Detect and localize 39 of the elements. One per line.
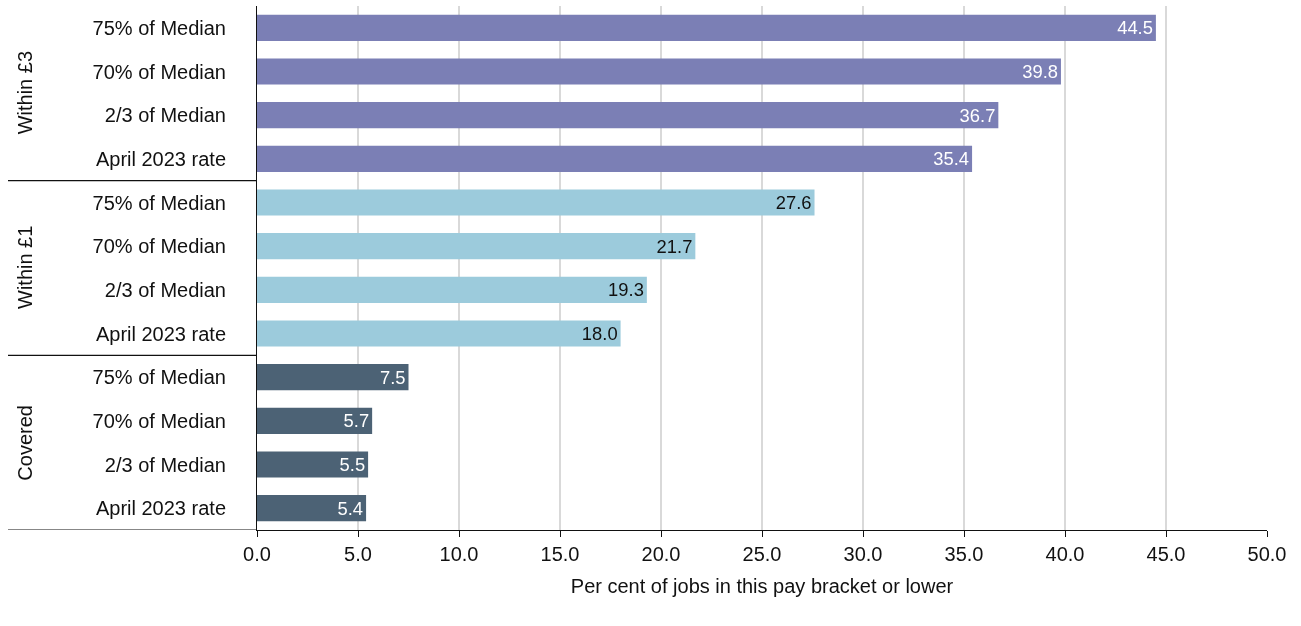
y-tick-label: 70% of Median — [92, 409, 226, 432]
data-label: 27.6 — [775, 191, 812, 213]
x-tick-label: 30.0 — [843, 543, 883, 565]
data-label: 7.5 — [379, 366, 406, 388]
x-tick-label: 20.0 — [641, 543, 681, 565]
y-tick-label: April 2023 rate — [95, 322, 226, 345]
data-label: 35.4 — [933, 148, 970, 170]
x-tick-label: 10.0 — [439, 543, 479, 565]
data-label: 21.7 — [656, 235, 693, 257]
y-tick-label: 75% of Median — [92, 191, 226, 214]
text: Covered — [14, 405, 37, 481]
x-axis-title: Per cent of jobs in this pay bracket or lower — [570, 574, 954, 597]
y-tick-label: April 2023 rate — [95, 147, 226, 170]
text: Within £3 — [13, 50, 36, 135]
x-tick-label: 15.0 — [540, 543, 580, 565]
text: Within £1 — [14, 225, 36, 309]
data-label: 5.5 — [339, 453, 366, 475]
x-tick-label: 40.0 — [1045, 543, 1085, 565]
data-label: 36.7 — [959, 104, 996, 126]
x-tick-label: 25.0 — [742, 543, 782, 565]
y-tick-label: 75% of Median — [92, 16, 226, 39]
data-label: 44.5 — [1117, 17, 1153, 39]
y-tick-label: 2/3 of Median — [104, 104, 226, 127]
data-label: 5.7 — [343, 410, 370, 432]
x-tick-label: 45.0 — [1146, 543, 1186, 565]
data-label: 39.8 — [1022, 60, 1058, 82]
y-tick-label: 2/3 of Median — [104, 453, 226, 476]
x-tick-label: 0.0 — [243, 543, 271, 565]
data-label: 19.3 — [608, 279, 644, 301]
y-tick-label: April 2023 rate — [95, 497, 226, 520]
data-label: 5.4 — [337, 497, 364, 519]
x-tick-label: 35.0 — [944, 543, 984, 565]
x-tick-label: 5.0 — [344, 543, 372, 565]
data-label: 18.0 — [581, 322, 618, 344]
y-tick-label: 2/3 of Median — [104, 278, 226, 301]
y-tick-label: 70% of Median — [92, 235, 226, 258]
x-tick-label: 50.0 — [1247, 543, 1287, 565]
y-tick-label: 75% of Median — [92, 366, 226, 389]
y-tick-label: 70% of Median — [92, 60, 226, 83]
